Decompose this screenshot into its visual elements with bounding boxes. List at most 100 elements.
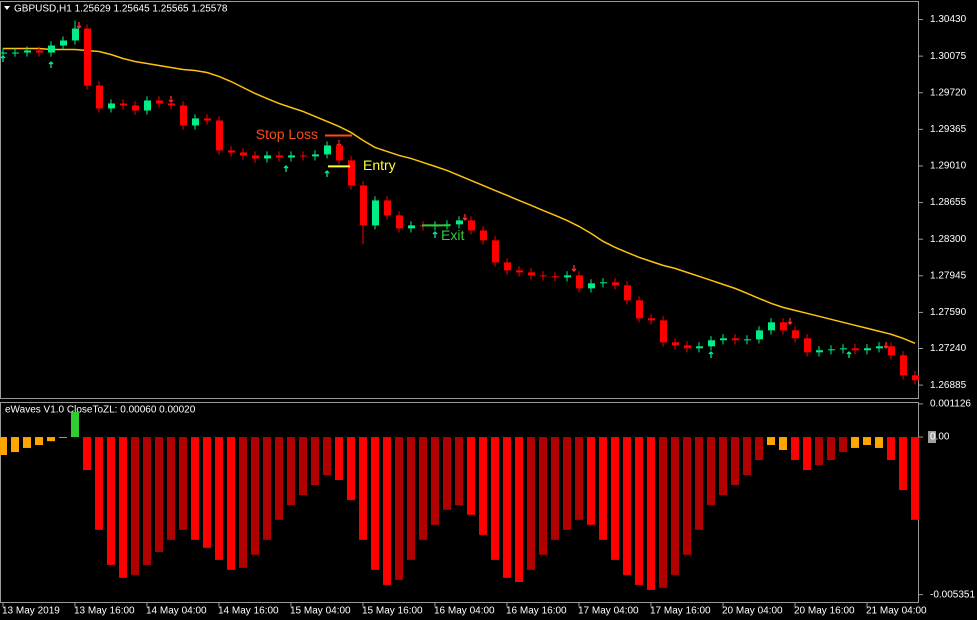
histogram-bar <box>599 437 607 540</box>
histogram-bar <box>899 437 907 491</box>
histogram-bar <box>407 437 415 560</box>
x-tick-label: 13 May 16:00 <box>74 606 135 617</box>
x-tick-label: 15 May 04:00 <box>290 606 351 617</box>
histogram-bar <box>107 437 115 565</box>
y-tick-label: 1.29720 <box>930 87 967 98</box>
candle-body <box>636 300 643 319</box>
histogram-bar <box>23 437 31 448</box>
candle-body <box>180 105 187 126</box>
histogram-bar <box>179 437 187 530</box>
candle-body <box>348 160 355 186</box>
candle-body <box>312 154 319 157</box>
y-tick-label: 0.001126 <box>930 399 971 410</box>
candle-body <box>672 342 679 346</box>
histogram-bar <box>467 437 475 515</box>
histogram-bar <box>515 437 523 582</box>
histogram-bar <box>815 437 823 466</box>
histogram-bar <box>803 437 811 471</box>
candle-body <box>60 40 67 46</box>
candle-body <box>648 318 655 321</box>
candle-body <box>48 45 55 53</box>
menu-triangle <box>4 6 10 10</box>
x-tick-label: 13 May 2019 <box>2 606 60 617</box>
histogram-bar <box>359 437 367 540</box>
candle-body <box>264 155 271 159</box>
candle-body <box>252 155 259 159</box>
histogram-bar <box>551 437 559 540</box>
y-tick-label: 1.29010 <box>930 161 967 172</box>
candle-body <box>888 346 895 356</box>
candle-body <box>300 155 307 157</box>
candle-body <box>528 272 535 276</box>
histogram-bar <box>227 437 235 570</box>
histogram-bar <box>0 437 7 456</box>
histogram-bar <box>131 437 139 575</box>
histogram-bar <box>71 412 79 438</box>
candle-body <box>276 155 283 158</box>
candle-body <box>780 322 787 331</box>
histogram-bar <box>35 437 43 446</box>
buy-arrow <box>432 231 438 238</box>
candle-body <box>168 103 175 106</box>
histogram-bar <box>119 437 127 578</box>
candle-body <box>516 270 523 273</box>
x-tick-label: 16 May 16:00 <box>506 606 567 617</box>
buy-arrow <box>283 165 289 172</box>
x-tick-label: 14 May 04:00 <box>146 606 207 617</box>
candle-body <box>744 339 751 341</box>
annotation-label: Stop Loss <box>256 126 318 142</box>
candle-body <box>840 348 847 350</box>
histogram-bar <box>539 437 547 555</box>
candle-body <box>480 230 487 241</box>
candle-body <box>288 155 295 158</box>
candle-body <box>36 50 43 53</box>
candle-body <box>96 85 103 109</box>
histogram-bar <box>323 437 331 476</box>
y-tick-label: 1.30430 <box>930 14 967 25</box>
candle-body <box>408 225 415 229</box>
x-tick-label: 20 May 16:00 <box>794 606 855 617</box>
candle-body <box>612 282 619 286</box>
histogram-bar <box>287 437 295 506</box>
candle-body <box>804 338 811 353</box>
histogram-bar <box>215 437 223 560</box>
candle-body <box>12 52 19 54</box>
histogram-bar <box>263 437 271 540</box>
histogram-bar <box>791 437 799 461</box>
histogram-bar <box>503 437 511 578</box>
sell-arrow <box>571 265 577 272</box>
histogram-bar <box>335 437 343 481</box>
histogram-bar <box>347 437 355 501</box>
histogram-bar <box>47 437 55 442</box>
main-pane-frame <box>0 1 919 399</box>
histogram-bar <box>611 437 619 560</box>
histogram-bar <box>275 437 283 520</box>
x-tick-label: 21 May 04:00 <box>866 606 927 617</box>
candle-body <box>816 350 823 353</box>
histogram-bar <box>743 437 751 476</box>
candle-body <box>468 220 475 231</box>
candle-body <box>564 275 571 278</box>
candle-body <box>900 355 907 376</box>
histogram-bar <box>695 437 703 530</box>
candle-body <box>228 150 235 153</box>
candle-body <box>684 345 691 349</box>
candle-body <box>456 220 463 225</box>
histogram-bar <box>443 437 451 510</box>
candle-body <box>24 50 31 53</box>
histogram-bar <box>731 437 739 486</box>
candle-body <box>576 275 583 289</box>
histogram-bar <box>887 437 895 461</box>
histogram-bar <box>851 437 859 448</box>
x-tick-label: 20 May 04:00 <box>722 606 783 617</box>
histogram-bar <box>659 437 667 588</box>
histogram-bar <box>11 437 19 453</box>
histogram-bar <box>155 437 163 552</box>
histogram-bar <box>779 437 787 451</box>
histogram-bar <box>431 437 439 525</box>
y-tick-label: 0.00 <box>930 432 950 443</box>
histogram-bar <box>239 437 247 568</box>
candle-body <box>84 28 91 86</box>
candle-body <box>756 330 763 340</box>
candle-body <box>768 322 775 331</box>
